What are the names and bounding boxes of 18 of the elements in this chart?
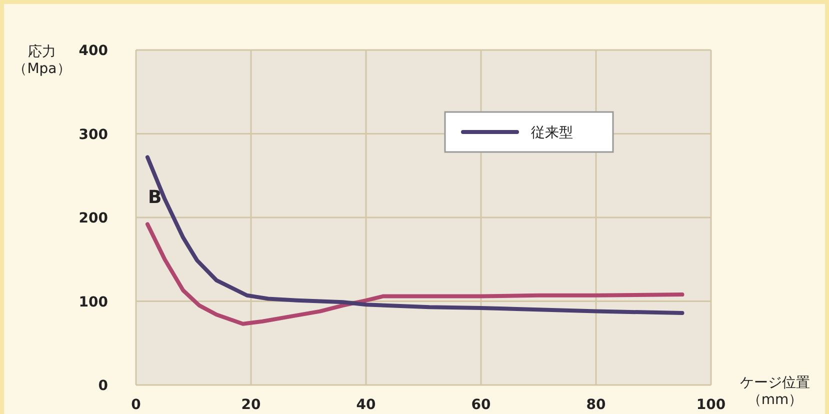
x-tick-label: 80 bbox=[586, 397, 606, 413]
y-tick-label: 100 bbox=[78, 294, 108, 310]
x-tick-label: 100 bbox=[696, 397, 726, 413]
legend-label: 従来型 bbox=[531, 125, 573, 141]
x-tick-label: 60 bbox=[471, 397, 491, 413]
x-tick-label: 40 bbox=[356, 397, 376, 413]
line-series bbox=[146, 155, 684, 315]
y-tick-label: 300 bbox=[78, 126, 108, 143]
x-tick-label: 20 bbox=[241, 397, 261, 413]
legend: 従来型 bbox=[444, 111, 614, 153]
x-axis-title: ケージ位置（mm） bbox=[740, 375, 810, 408]
annotation: B bbox=[148, 187, 162, 208]
y-tick-label: 200 bbox=[78, 210, 108, 226]
y-tick-label: 0 bbox=[98, 378, 108, 394]
y-axis-title: 応力（Mpa） bbox=[13, 44, 71, 77]
x-tick-label: 0 bbox=[131, 397, 142, 413]
y-tick-label: 400 bbox=[78, 43, 108, 59]
line-series bbox=[146, 222, 684, 326]
